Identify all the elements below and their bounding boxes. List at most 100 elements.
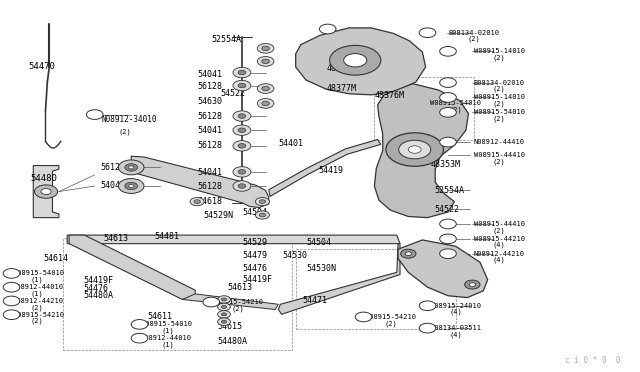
- Text: W: W: [136, 322, 143, 327]
- Text: W: W: [8, 312, 15, 317]
- Text: B: B: [446, 80, 450, 85]
- Text: 54480A: 54480A: [218, 337, 248, 346]
- Text: 54419F: 54419F: [242, 275, 272, 284]
- Circle shape: [218, 311, 230, 318]
- Circle shape: [259, 213, 266, 217]
- Circle shape: [3, 296, 20, 306]
- Text: 54470: 54470: [29, 62, 56, 71]
- Circle shape: [35, 185, 58, 198]
- Circle shape: [257, 57, 274, 66]
- Text: B08134-02010: B08134-02010: [474, 80, 525, 86]
- Circle shape: [262, 101, 269, 106]
- Circle shape: [419, 301, 436, 311]
- Circle shape: [408, 146, 421, 153]
- Circle shape: [233, 80, 251, 91]
- Text: 56128: 56128: [197, 182, 222, 191]
- Circle shape: [238, 83, 246, 88]
- Polygon shape: [278, 244, 400, 314]
- Text: N08912-34010: N08912-34010: [101, 115, 157, 124]
- Text: W08915-54010: W08915-54010: [430, 100, 481, 106]
- Circle shape: [238, 184, 246, 188]
- Bar: [63, 238, 292, 350]
- Text: W08915-54210: W08915-54210: [212, 299, 264, 305]
- Circle shape: [386, 133, 444, 166]
- Text: 54480: 54480: [31, 174, 58, 183]
- Text: 56128: 56128: [197, 141, 222, 150]
- Circle shape: [355, 312, 372, 322]
- Text: 56128: 56128: [100, 163, 125, 172]
- Polygon shape: [128, 156, 269, 208]
- Circle shape: [86, 110, 103, 119]
- Circle shape: [125, 164, 138, 171]
- Circle shape: [233, 141, 251, 151]
- Text: (2): (2): [493, 227, 506, 234]
- Text: W08915-44210: W08915-44210: [474, 236, 525, 242]
- Circle shape: [238, 144, 246, 148]
- Text: 48353M: 48353M: [326, 64, 356, 73]
- Text: N: N: [445, 251, 451, 256]
- Circle shape: [233, 181, 251, 191]
- Circle shape: [255, 198, 269, 206]
- Circle shape: [259, 200, 266, 203]
- Circle shape: [255, 211, 269, 219]
- Text: N: N: [9, 298, 14, 304]
- Text: (2): (2): [31, 318, 44, 324]
- Circle shape: [440, 46, 456, 56]
- Text: W08915-54010: W08915-54010: [474, 109, 525, 115]
- Text: N08912-44210: N08912-44210: [474, 251, 525, 257]
- Circle shape: [238, 70, 246, 75]
- Text: W08915-44410: W08915-44410: [474, 221, 525, 227]
- Text: c i 0 * 0  0: c i 0 * 0 0: [565, 356, 621, 365]
- Text: W08915-24010: W08915-24010: [430, 303, 481, 309]
- Text: W08915-54210: W08915-54210: [13, 312, 64, 318]
- Text: N: N: [445, 140, 451, 145]
- Text: 54041: 54041: [197, 169, 222, 177]
- Circle shape: [233, 167, 251, 177]
- Text: 52554A: 52554A: [434, 186, 464, 195]
- Circle shape: [262, 46, 269, 51]
- Text: W08915-44410: W08915-44410: [474, 153, 525, 158]
- Text: (2): (2): [493, 86, 506, 92]
- Text: W: W: [208, 299, 214, 305]
- Text: W: W: [424, 303, 431, 308]
- Circle shape: [405, 252, 412, 256]
- Text: N08912-44010: N08912-44010: [141, 335, 192, 341]
- Text: 54471: 54471: [302, 296, 327, 305]
- Text: 54529: 54529: [242, 238, 267, 247]
- Circle shape: [218, 318, 230, 326]
- Circle shape: [401, 249, 416, 258]
- Circle shape: [203, 297, 220, 307]
- Text: 54481: 54481: [155, 232, 180, 241]
- Text: W08915-54010: W08915-54010: [13, 270, 64, 276]
- Text: N08912-44010: N08912-44010: [13, 284, 64, 290]
- Text: (2): (2): [467, 36, 480, 42]
- Circle shape: [257, 84, 274, 93]
- Circle shape: [118, 160, 144, 175]
- Text: 54041: 54041: [197, 70, 222, 79]
- Text: (2): (2): [493, 54, 506, 61]
- Polygon shape: [296, 28, 426, 95]
- Text: 54522: 54522: [221, 89, 246, 98]
- Text: 54613: 54613: [104, 234, 129, 243]
- Circle shape: [118, 179, 144, 193]
- Text: W: W: [360, 314, 367, 320]
- Text: W08915-14010: W08915-14010: [474, 94, 525, 100]
- Polygon shape: [398, 240, 488, 298]
- Circle shape: [194, 200, 200, 203]
- Circle shape: [238, 128, 246, 132]
- Text: 56128: 56128: [197, 112, 222, 121]
- Circle shape: [221, 313, 227, 316]
- Text: 54614: 54614: [44, 254, 68, 263]
- Text: 54615: 54615: [218, 322, 243, 331]
- Text: N: N: [92, 112, 97, 117]
- Text: B08134-02010: B08134-02010: [448, 30, 499, 36]
- Text: (1): (1): [161, 327, 174, 334]
- Bar: [296, 249, 456, 329]
- Text: 54419: 54419: [319, 166, 344, 175]
- Circle shape: [129, 185, 134, 187]
- Circle shape: [125, 182, 138, 190]
- Text: 54522: 54522: [434, 205, 459, 214]
- Text: (2): (2): [118, 129, 131, 135]
- Circle shape: [233, 67, 251, 78]
- Circle shape: [131, 333, 148, 343]
